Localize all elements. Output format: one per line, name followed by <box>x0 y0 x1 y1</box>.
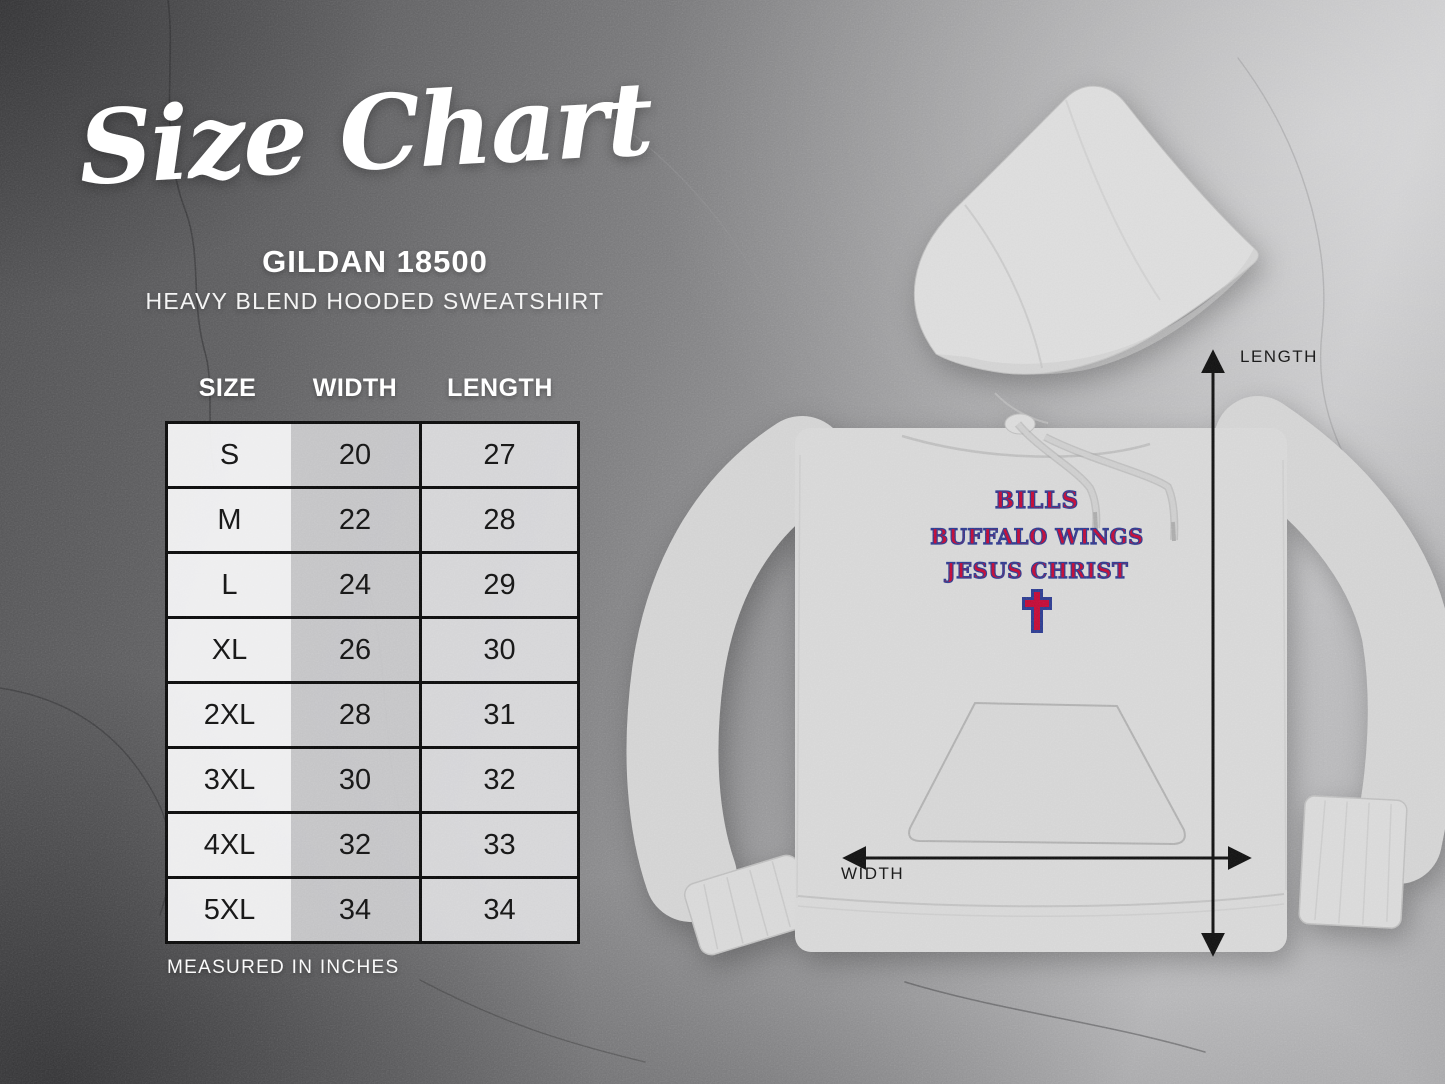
width-cell: 30 <box>291 749 419 811</box>
width-cell: 20 <box>291 424 419 486</box>
table-row: XL 26 30 <box>168 616 577 681</box>
column-header-length: LENGTH <box>447 374 553 402</box>
product-name: HEAVY BLEND HOODED SWEATSHIRT <box>145 288 605 314</box>
length-cell: 33 <box>419 814 577 876</box>
width-cell: 22 <box>291 489 419 551</box>
size-cell: 4XL <box>168 814 291 876</box>
size-table: S 20 27 M 22 28 L 24 29 XL 26 30 2XL 28 … <box>165 421 580 944</box>
table-row: 2XL 28 31 <box>168 681 577 746</box>
table-row: S 20 27 <box>168 424 577 486</box>
width-cell: 26 <box>291 619 419 681</box>
length-cell: 31 <box>419 684 577 746</box>
size-cell: XL <box>168 619 291 681</box>
size-cell: S <box>168 424 291 486</box>
size-cell: 3XL <box>168 749 291 811</box>
length-cell: 32 <box>419 749 577 811</box>
column-header-width: WIDTH <box>312 374 398 402</box>
size-table-header: SIZE WIDTH LENGTH <box>165 374 580 403</box>
measured-in-inches-note: MEASURED IN INCHES <box>167 957 400 978</box>
length-cell: 28 <box>419 489 577 551</box>
width-cell: 32 <box>291 814 419 876</box>
table-row: L 24 29 <box>168 551 577 616</box>
size-cell: 2XL <box>168 684 291 746</box>
table-row: 3XL 30 32 <box>168 746 577 811</box>
size-cell: 5XL <box>168 879 291 941</box>
size-cell: L <box>168 554 291 616</box>
length-cell: 34 <box>419 879 577 941</box>
width-cell: 34 <box>291 879 419 941</box>
size-cell: M <box>168 489 291 551</box>
width-cell: 24 <box>291 554 419 616</box>
length-cell: 30 <box>419 619 577 681</box>
table-row: 4XL 32 33 <box>168 811 577 876</box>
length-cell: 27 <box>419 424 577 486</box>
width-cell: 28 <box>291 684 419 746</box>
table-row: 5XL 34 34 <box>168 876 577 941</box>
column-header-size: SIZE <box>198 374 257 402</box>
table-row: M 22 28 <box>168 486 577 551</box>
length-cell: 29 <box>419 554 577 616</box>
length-label: LENGTH <box>1240 347 1318 366</box>
product-code: GILDAN 18500 <box>262 244 488 279</box>
width-label: WIDTH <box>841 864 905 883</box>
